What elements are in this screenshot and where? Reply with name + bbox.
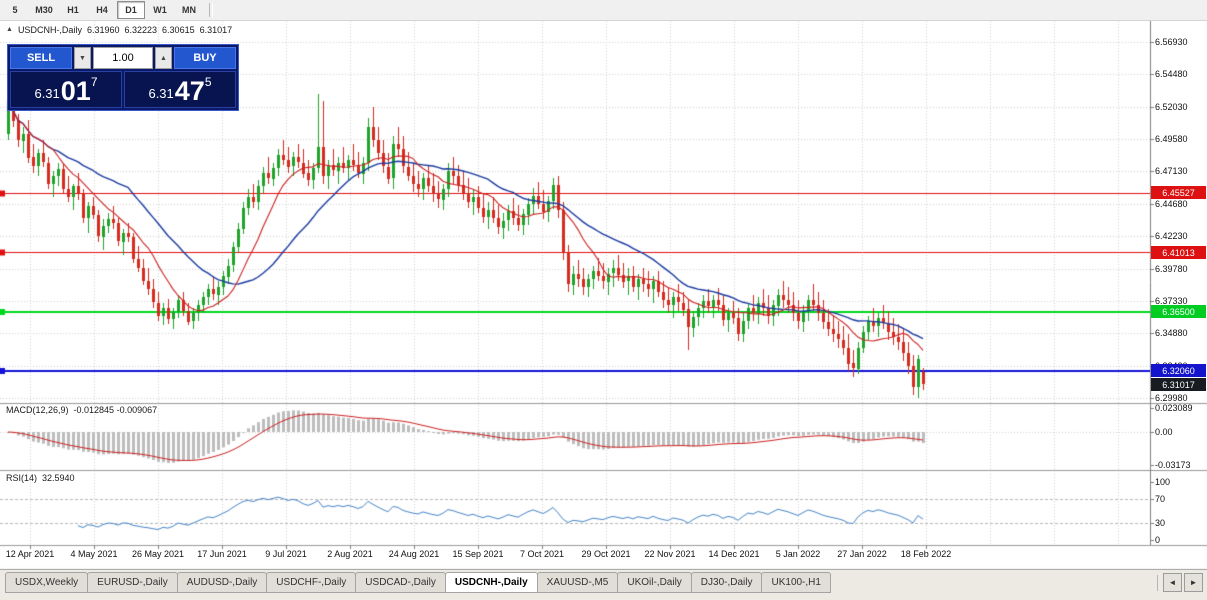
timeframe-button-m30[interactable]: M30 bbox=[35, 5, 53, 15]
timeframe-button-h4[interactable]: H4 bbox=[96, 5, 108, 15]
timeframe-button-w1[interactable]: W1 bbox=[153, 5, 167, 15]
resistance-lower-flag[interactable]: 6.41013 bbox=[1151, 246, 1206, 259]
volume-input[interactable]: 1.00 bbox=[93, 47, 153, 69]
arrow-right-icon: ► bbox=[1189, 578, 1198, 587]
tab-dj30-daily[interactable]: DJ30-,Daily bbox=[690, 572, 763, 593]
tab-scroll-controls: ◄ ► bbox=[1157, 572, 1207, 592]
current-price-flag[interactable]: 6.31017 bbox=[1151, 378, 1206, 391]
tab-usdcnh-daily[interactable]: USDCNH-,Daily bbox=[444, 572, 538, 593]
chevron-down-icon: ▼ bbox=[79, 54, 86, 62]
volume-up-spinner[interactable]: ▲ bbox=[155, 47, 172, 69]
tab-audusd-daily[interactable]: AUDUSD-,Daily bbox=[176, 572, 268, 593]
arrow-left-icon: ◄ bbox=[1168, 578, 1177, 587]
tab-scroll-separator bbox=[1157, 574, 1158, 591]
tab-ukoil-daily[interactable]: UKOil-,Daily bbox=[617, 572, 692, 593]
resistance-upper-flag[interactable]: 6.45527 bbox=[1151, 186, 1206, 199]
tab-usdx-weekly[interactable]: USDX,Weekly bbox=[5, 572, 89, 593]
toolbar-separator bbox=[209, 3, 213, 17]
support-green-flag[interactable]: 6.36500 bbox=[1151, 305, 1206, 318]
timeframe-button-h1[interactable]: H1 bbox=[67, 5, 79, 15]
tab-eurusd-daily[interactable]: EURUSD-,Daily bbox=[87, 572, 178, 593]
timeframe-toolbar: 5 M30 H1 H4 D1 W1 MN bbox=[0, 0, 1207, 21]
buy-button[interactable]: BUY bbox=[174, 47, 236, 69]
chart-tabbar: USDX,Weekly EURUSD-,Daily AUDUSD-,Daily USD… bbox=[0, 569, 1207, 600]
chevron-up-icon: ▲ bbox=[160, 54, 167, 62]
timeframe-button-5[interactable]: 5 bbox=[12, 5, 18, 15]
chart-tabs: USDX,Weekly EURUSD-,Daily AUDUSD-,Daily USD… bbox=[5, 572, 831, 593]
volume-down-spinner[interactable]: ▼ bbox=[74, 47, 91, 69]
tab-xauusd-m5[interactable]: XAUUSD-,M5 bbox=[536, 572, 619, 593]
trade-controls-row: SELL ▼ 1.00 ▲ BUY bbox=[10, 47, 236, 69]
timeframe-button-d1[interactable]: D1 bbox=[117, 1, 145, 19]
tab-uk100-h1[interactable]: UK100-,H1 bbox=[761, 572, 831, 593]
sell-button[interactable]: SELL bbox=[10, 47, 72, 69]
support-blue-flag[interactable]: 6.32060 bbox=[1151, 364, 1206, 377]
tab-usdchf-daily[interactable]: USDCHF-,Daily bbox=[266, 572, 357, 593]
tab-scroll-left-button[interactable]: ◄ bbox=[1163, 573, 1182, 592]
timeframe-buttons: 5 M30 H1 H4 D1 W1 MN bbox=[1, 1, 203, 19]
tab-scroll-right-button[interactable]: ► bbox=[1184, 573, 1203, 592]
tab-usdcad-daily[interactable]: USDCAD-,Daily bbox=[355, 572, 446, 593]
timeframe-button-mn[interactable]: MN bbox=[182, 5, 196, 15]
